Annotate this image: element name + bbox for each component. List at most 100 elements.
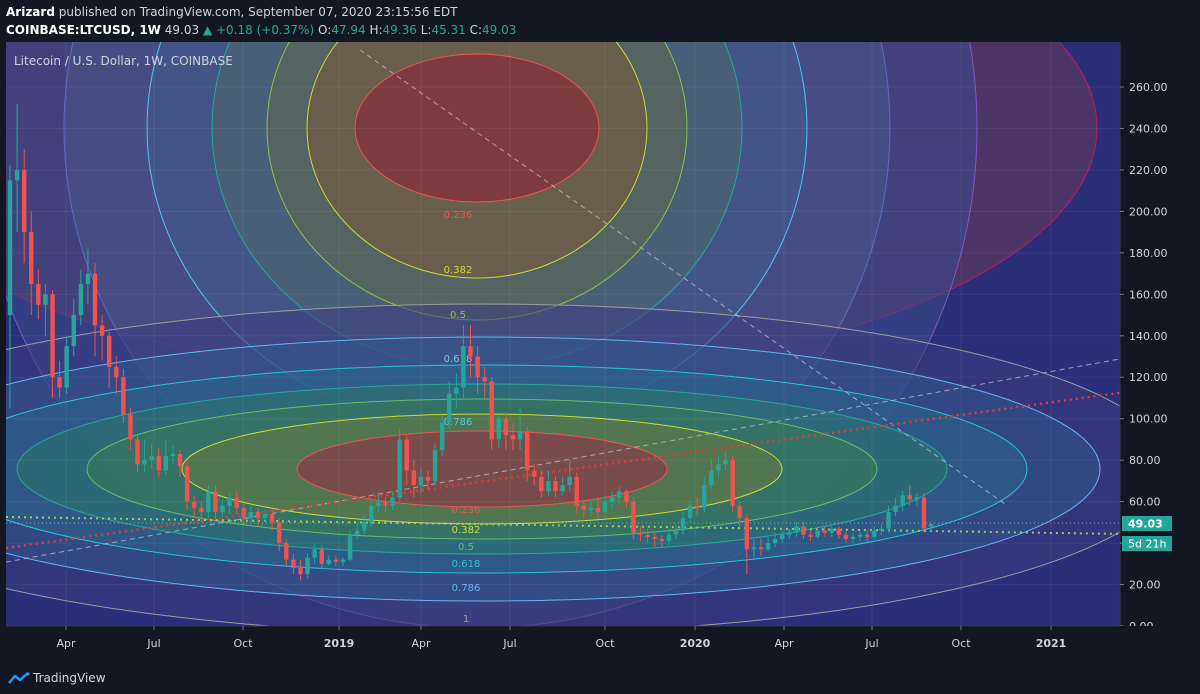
candle-body bbox=[142, 460, 147, 465]
price-badge bbox=[1122, 516, 1172, 531]
x-tick-label: 2021 bbox=[1036, 637, 1067, 650]
y-tick-label: 140.00 bbox=[1129, 330, 1168, 343]
x-tick-label: Oct bbox=[595, 637, 615, 650]
candle-body bbox=[135, 439, 140, 465]
candle-body bbox=[829, 528, 835, 533]
candle-body bbox=[865, 534, 870, 537]
candle-body bbox=[539, 476, 544, 492]
lower-fib-label: 0.618 bbox=[452, 559, 481, 570]
candle-body bbox=[21, 169, 27, 233]
candle-body bbox=[928, 524, 934, 527]
plot-area[interactable]: 0.236 0.382 0.5 0.618 0.786 0.236 0.382 0.5 0.61… bbox=[0, 42, 1172, 634]
price-badge-label: 49.03 bbox=[1128, 518, 1163, 531]
candle-body bbox=[298, 567, 303, 575]
candle-body bbox=[213, 491, 218, 512]
tradingview-logo-icon[interactable] bbox=[8, 672, 30, 686]
symbol-label[interactable]: COINBASE:LTCUSD, 1W bbox=[6, 23, 161, 37]
candle-body bbox=[666, 534, 672, 542]
candle-body bbox=[730, 460, 735, 506]
change-arrow-icon: ▲ bbox=[202, 23, 213, 37]
candle-body bbox=[199, 507, 204, 512]
candle-body bbox=[709, 470, 714, 486]
y-tick-label: 160.00 bbox=[1129, 288, 1168, 301]
candle-body bbox=[751, 547, 757, 550]
candle-body bbox=[638, 532, 643, 535]
candle-body bbox=[454, 387, 459, 394]
chart-title: Litecoin / U.S. Dollar, 1W, COINBASE bbox=[14, 54, 233, 68]
x-tick-label: Apr bbox=[411, 637, 431, 650]
candle-body bbox=[723, 460, 728, 465]
open-value: 47.94 bbox=[331, 23, 366, 37]
candle-body bbox=[170, 453, 176, 457]
gridlines bbox=[6, 42, 1120, 626]
uptrend-dashed-line bbox=[6, 358, 1120, 563]
y-tick-label: 60.00 bbox=[1129, 496, 1161, 509]
candle-body bbox=[602, 501, 608, 512]
candle-body bbox=[794, 526, 799, 533]
candle-body bbox=[553, 480, 558, 492]
high-value: 49.36 bbox=[382, 23, 417, 37]
candle-body bbox=[99, 325, 105, 336]
candle-body bbox=[836, 528, 842, 535]
x-tick-label: Apr bbox=[56, 637, 76, 650]
lower-fib-ellipse-7 bbox=[296, 430, 668, 508]
candle-body bbox=[843, 534, 849, 539]
downtrend-dashed-line bbox=[359, 49, 1006, 505]
countdown-badge bbox=[1122, 536, 1172, 551]
open-label: O: bbox=[317, 23, 332, 37]
candle-body bbox=[121, 377, 126, 415]
candle-body bbox=[489, 381, 494, 440]
candle-body bbox=[277, 522, 282, 544]
price-chart[interactable]: 0.236 0.382 0.5 0.618 0.786 0.236 0.382 0.5 0.61… bbox=[0, 42, 1200, 664]
candle-body bbox=[695, 505, 700, 508]
tradingview-brand[interactable]: TradingView bbox=[33, 671, 106, 685]
candle-body bbox=[333, 559, 339, 562]
candle-body bbox=[269, 514, 275, 523]
author-name[interactable]: Arizard bbox=[6, 5, 55, 19]
candle-body bbox=[574, 476, 579, 506]
x-tick-label: Jul bbox=[864, 637, 878, 650]
chart-header: Arizard published on TradingView.com, Se… bbox=[0, 0, 1200, 42]
support-line bbox=[6, 516, 1120, 535]
candle-body bbox=[71, 315, 76, 347]
lower-fib-label: 0.382 bbox=[452, 525, 481, 536]
candle-body bbox=[78, 283, 84, 316]
candle-body bbox=[510, 435, 516, 440]
candle-body bbox=[255, 511, 261, 519]
candle-body bbox=[447, 393, 452, 423]
candle-body bbox=[652, 536, 657, 539]
candle-body bbox=[687, 505, 693, 519]
candle-body bbox=[517, 431, 523, 440]
change-value: +0.18 (+0.37%) bbox=[216, 23, 315, 37]
candle-body bbox=[702, 485, 707, 508]
publish-line: Arizard published on TradingView.com, Se… bbox=[6, 5, 457, 19]
candle-body bbox=[546, 480, 551, 492]
candle-body bbox=[291, 559, 296, 568]
candle-body bbox=[305, 557, 310, 575]
candle-body bbox=[347, 534, 353, 560]
y-tick-label: 260.00 bbox=[1129, 81, 1168, 94]
x-tick-label: Oct bbox=[233, 637, 253, 650]
candle-body bbox=[192, 501, 197, 508]
candle-body bbox=[893, 505, 898, 512]
x-tick-label: 2019 bbox=[324, 637, 355, 650]
candle-body bbox=[815, 530, 820, 537]
candle-body bbox=[609, 497, 615, 502]
candle-body bbox=[128, 414, 133, 440]
fib-labels: 0.236 0.382 0.5 0.618 0.786 0.236 0.382 0.5 0.61… bbox=[444, 210, 481, 625]
candle-body bbox=[354, 530, 360, 535]
x-tick-label: Jul bbox=[502, 637, 516, 650]
candle-body bbox=[857, 534, 863, 537]
candle-body bbox=[822, 530, 827, 533]
candle-body bbox=[673, 530, 679, 535]
close-value: 49.03 bbox=[482, 23, 517, 37]
candles bbox=[7, 103, 934, 581]
candle-body bbox=[206, 491, 211, 512]
candle-body bbox=[744, 518, 749, 550]
candle-body bbox=[156, 456, 161, 471]
x-axis[interactable]: Apr Jul Oct 2019 Apr Jul Oct 2020 Apr Jul Oct 2021 bbox=[56, 626, 1066, 650]
candle-body bbox=[262, 514, 268, 519]
y-tick-label: 240.00 bbox=[1129, 122, 1168, 135]
candle-body bbox=[872, 530, 877, 537]
candle-body bbox=[567, 476, 572, 486]
